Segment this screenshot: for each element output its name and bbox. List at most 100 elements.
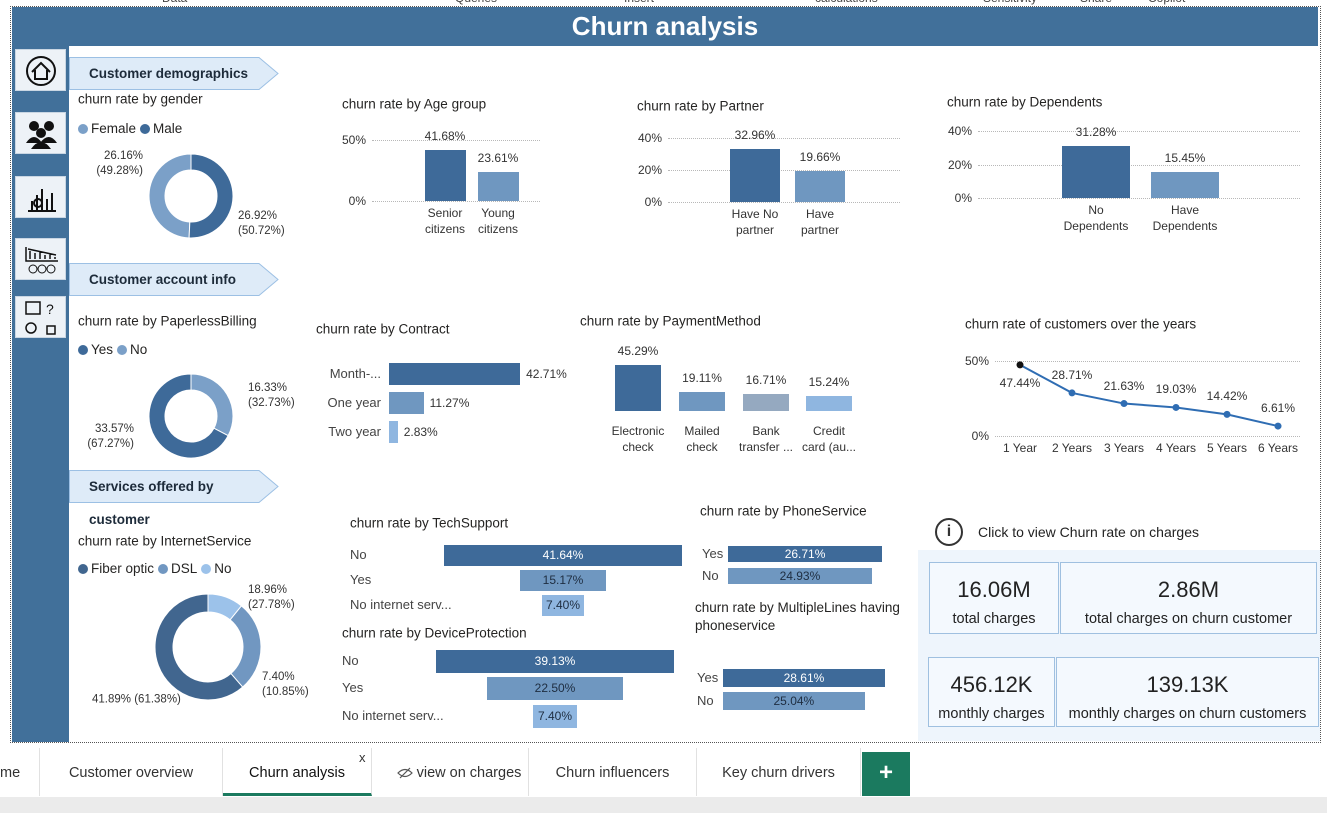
- add-page[interactable]: +: [862, 752, 910, 796]
- legend-marker: [78, 345, 88, 355]
- tab-label: Churn analysis: [249, 765, 345, 781]
- y-tick-label: Yes: [702, 546, 724, 561]
- data-label: 21.63%: [1103, 378, 1145, 393]
- y-tick-label: 0%: [348, 194, 366, 208]
- page-tab[interactable]: Customer overview: [40, 748, 223, 796]
- data-label: 19.11%: [682, 370, 722, 385]
- x-tick-label: Young citizens: [477, 206, 519, 236]
- data-label: 28.71%: [1051, 367, 1093, 382]
- x-tick-label: 4 Years: [1155, 441, 1197, 455]
- data-label: 7.40%: [545, 598, 581, 612]
- grid-line: [668, 170, 900, 171]
- data-label: 15.17%: [542, 573, 584, 587]
- status-strip: [0, 797, 1327, 813]
- demographics-button[interactable]: [15, 112, 66, 154]
- page-tab[interactable]: me: [0, 748, 40, 796]
- legend-marker: [201, 564, 212, 574]
- bar: [443, 544, 683, 566]
- trend-icon: [25, 247, 58, 274]
- legend-marker: [140, 124, 151, 134]
- bar: [615, 364, 661, 411]
- grid-line: [668, 138, 900, 139]
- grid-line: [372, 140, 540, 141]
- eye-shape: [396, 767, 413, 779]
- chart-title: churn rate by Age group: [342, 96, 487, 112]
- share-label: (32.73%): [248, 397, 295, 409]
- grid-line: [978, 131, 1300, 132]
- section-arrow: [69, 470, 279, 503]
- legend-marker: [78, 124, 88, 134]
- share-label: (49.28%): [96, 165, 143, 177]
- donut: [149, 374, 233, 458]
- data-label: 7.40%: [537, 709, 573, 723]
- chart-title: churn rate by PhoneService: [700, 503, 867, 519]
- donut-label: 18.96% (27.78%): [248, 583, 295, 613]
- legend-label: No: [214, 561, 232, 576]
- legend: Fiber optic DSL No: [78, 561, 232, 577]
- y-tick-label: 0%: [644, 195, 662, 209]
- y-tick-label: 40%: [637, 131, 662, 145]
- x-tick-label: Credit card (au...: [801, 424, 857, 454]
- bar: [389, 421, 398, 443]
- page-tab[interactable]: Churn influencers: [529, 748, 697, 796]
- kpi-card: 16.06M total charges: [929, 562, 1059, 634]
- home-icon: [26, 56, 56, 86]
- tab-close[interactable]: x: [359, 750, 366, 765]
- x-tick-label: Mailed check: [684, 424, 720, 454]
- y-tick-label: 50%: [964, 354, 989, 368]
- kpi-label: total charges on churn customer: [1084, 611, 1293, 627]
- grid-line: [978, 198, 1300, 199]
- analysis-button[interactable]: [15, 176, 66, 218]
- tab-label: Churn influencers: [555, 765, 670, 781]
- page-tab[interactable]: view on charges: [372, 748, 529, 796]
- data-label: 42.71%: [526, 367, 567, 381]
- y-tick-label: 20%: [947, 157, 972, 172]
- data-label: 26.71%: [784, 547, 826, 561]
- donut: [149, 154, 233, 238]
- home-button[interactable]: [15, 49, 66, 91]
- rate-label: 26.92%: [238, 210, 278, 222]
- hidden-icon: [396, 767, 413, 779]
- grid-line: [978, 164, 1300, 166]
- data-label: 6.61%: [1260, 401, 1296, 416]
- data-label: 45.29%: [617, 343, 659, 358]
- x-tick-label: Senior citizens: [424, 206, 466, 236]
- ribbon-item: calculations: [815, 0, 878, 5]
- charges-button[interactable]: [15, 238, 66, 280]
- chart-title: churn rate by Dependents: [947, 94, 1103, 110]
- y-tick-label: Yes: [350, 572, 372, 587]
- rate-label: 18.96%: [248, 584, 288, 596]
- tab-label: Key churn drivers: [722, 765, 835, 781]
- drivers-button[interactable]: ?: [15, 296, 66, 338]
- rate-label: 26.16%: [103, 150, 143, 162]
- bar: [541, 594, 585, 616]
- section-label: Services offered by customer: [89, 479, 214, 527]
- bar: [728, 568, 872, 584]
- donut-slice: [155, 594, 244, 700]
- grid-line: [668, 202, 900, 203]
- kpi-card: 456.12K monthly charges: [928, 657, 1055, 727]
- donut-label: 26.92% (50.72%): [238, 209, 285, 239]
- donut-slice: [149, 374, 229, 458]
- donut-label: 26.16% (49.28%): [96, 149, 143, 179]
- rate-label: 33.57%: [94, 423, 134, 435]
- legend: Yes No: [78, 342, 147, 358]
- y-tick-label: Month-...: [329, 366, 381, 381]
- page-tab[interactable]: Key churn drivers: [697, 748, 861, 796]
- page-tab[interactable]: Churn analysis: [223, 748, 372, 796]
- section-label: Customer demographics: [89, 66, 249, 81]
- info-icon[interactable]: i: [935, 518, 963, 546]
- grid-line: [372, 201, 540, 202]
- bar: [486, 676, 624, 700]
- x-tick-label: Have Dependents: [1152, 203, 1218, 233]
- legend-marker: [158, 564, 169, 574]
- bar: [730, 149, 780, 202]
- info-link[interactable]: Click to view Churn rate on charges: [978, 524, 1199, 540]
- section-shape: [69, 470, 279, 503]
- chart-icon: [28, 189, 56, 212]
- x-tick-label: 5 Years: [1206, 441, 1248, 455]
- data-label: 16.71%: [745, 373, 787, 388]
- section-arrow: [69, 57, 279, 90]
- legend-label: No: [130, 342, 148, 357]
